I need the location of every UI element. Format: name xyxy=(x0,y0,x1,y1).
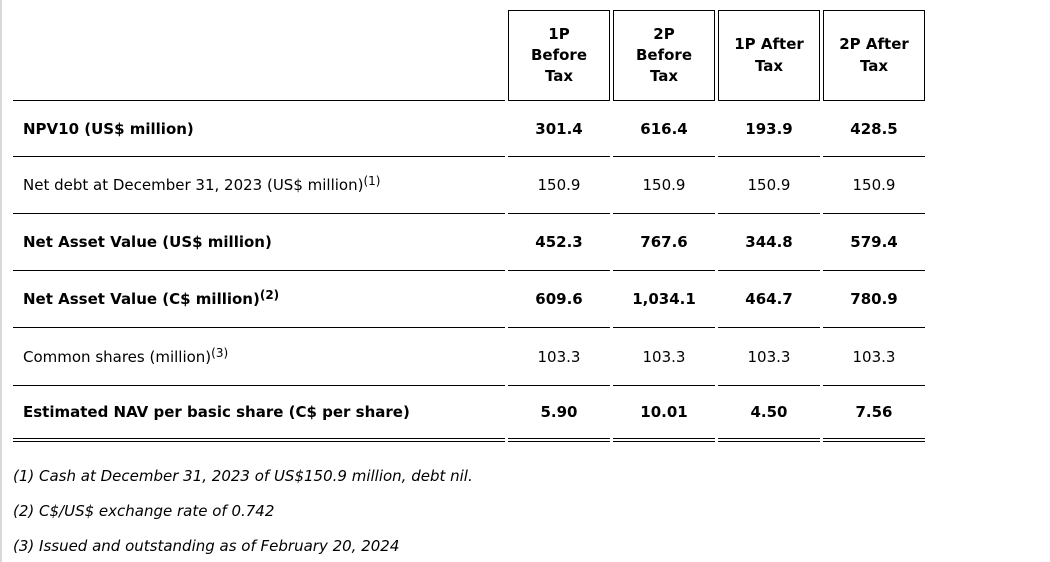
footnote-3: (3) Issued and outstanding as of Februar… xyxy=(13,537,400,555)
table-cell: 103.3 xyxy=(718,328,820,386)
row-label-text: Net debt at December 31, 2023 (US$ milli… xyxy=(23,176,364,194)
row-label-common-shares: Common shares (million)(3) xyxy=(13,328,505,386)
table-cell: 103.3 xyxy=(823,328,925,386)
column-header-1p-after-tax: 1P After Tax xyxy=(718,10,820,101)
footnote-1: (1) Cash at December 31, 2023 of US$150.… xyxy=(13,467,473,485)
header-label-spacer xyxy=(13,10,505,101)
table-cell: 103.3 xyxy=(613,328,715,386)
table-row-npv10: NPV10 (US$ million) 301.4 616.4 193.9 42… xyxy=(13,101,925,157)
table-cell: 193.9 xyxy=(718,101,820,157)
table-cell: 767.6 xyxy=(613,214,715,271)
page-left-edge-divider xyxy=(0,0,2,562)
table-cell: 1,034.1 xyxy=(613,271,715,328)
column-header-2p-before-tax: 2P Before Tax xyxy=(613,10,715,101)
table-cell: 150.9 xyxy=(718,157,820,214)
table-row-common-shares: Common shares (million)(3) 103.3 103.3 1… xyxy=(13,328,925,386)
footnotes-section: (1) Cash at December 31, 2023 of US$150.… xyxy=(13,466,473,562)
table-cell: 150.9 xyxy=(613,157,715,214)
row-label-text: Net Asset Value (US$ million) xyxy=(23,233,272,251)
row-label-net-debt: Net debt at December 31, 2023 (US$ milli… xyxy=(13,157,505,214)
column-header-2p-after-tax: 2P After Tax xyxy=(823,10,925,101)
table-cell: 7.56 xyxy=(823,386,925,442)
table-cell: 780.9 xyxy=(823,271,925,328)
footnote-ref-2: (2) xyxy=(259,288,280,302)
table-cell: 4.50 xyxy=(718,386,820,442)
table-row-nav-cad: Net Asset Value (C$ million)(2) 609.6 1,… xyxy=(13,271,925,328)
row-label-text: NPV10 (US$ million) xyxy=(23,119,194,138)
table-cell: 103.3 xyxy=(508,328,610,386)
footnote-2: (2) C$/US$ exchange rate of 0.742 xyxy=(13,502,275,520)
row-label-npv10: NPV10 (US$ million) xyxy=(13,101,505,157)
table-row-nav-usd: Net Asset Value (US$ million) 452.3 767.… xyxy=(13,214,925,271)
row-label-nav-cad: Net Asset Value (C$ million)(2) xyxy=(13,271,505,328)
table-cell: 579.4 xyxy=(823,214,925,271)
footnote-ref-3: (3) xyxy=(211,345,229,360)
table-cell: 10.01 xyxy=(613,386,715,442)
table-cell: 5.90 xyxy=(508,386,610,442)
table-cell: 428.5 xyxy=(823,101,925,157)
table-cell: 464.7 xyxy=(718,271,820,328)
footnote-ref-1: (1) xyxy=(363,174,381,188)
header-row: 1P Before Tax 2P Before Tax 1P After Tax… xyxy=(13,10,925,101)
nav-summary-table: 1P Before Tax 2P Before Tax 1P After Tax… xyxy=(10,10,928,442)
row-label-nav-per-share: Estimated NAV per basic share (C$ per sh… xyxy=(13,386,505,442)
column-header-1p-before-tax: 1P Before Tax xyxy=(508,10,610,101)
table-cell: 344.8 xyxy=(718,214,820,271)
row-label-text: Estimated NAV per basic share (C$ per sh… xyxy=(23,403,410,421)
row-label-text: Net Asset Value (C$ million) xyxy=(23,290,260,308)
table-cell: 150.9 xyxy=(508,157,610,214)
table-cell: 452.3 xyxy=(508,214,610,271)
row-label-text: Common shares (million) xyxy=(23,347,212,366)
table-row-net-debt: Net debt at December 31, 2023 (US$ milli… xyxy=(13,157,925,214)
table-cell: 301.4 xyxy=(508,101,610,157)
table-cell: 609.6 xyxy=(508,271,610,328)
row-label-nav-usd: Net Asset Value (US$ million) xyxy=(13,214,505,271)
table-row-nav-per-share: Estimated NAV per basic share (C$ per sh… xyxy=(13,386,925,442)
table-cell: 616.4 xyxy=(613,101,715,157)
table-cell: 150.9 xyxy=(823,157,925,214)
